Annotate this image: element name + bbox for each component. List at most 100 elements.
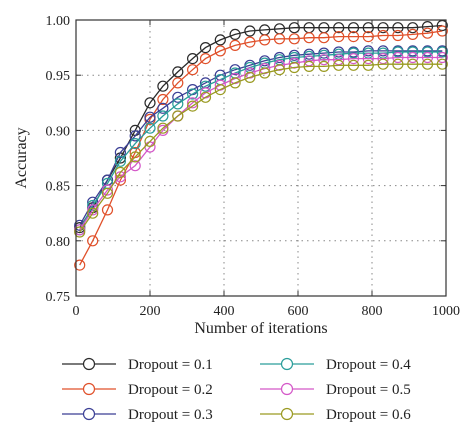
data-point <box>244 71 256 84</box>
data-point <box>199 41 212 54</box>
data-point <box>421 58 434 70</box>
data-point <box>101 187 114 199</box>
data-point <box>187 88 199 100</box>
x-axis: 0 200 400 600 800 1000 <box>73 20 460 319</box>
series-line <box>79 30 443 266</box>
data-point <box>157 122 169 134</box>
data-point <box>172 110 184 122</box>
data-point <box>172 91 184 103</box>
data-point <box>333 30 345 43</box>
series-4 <box>74 46 448 236</box>
data-point <box>229 28 241 41</box>
x-tick-label: 800 <box>362 304 383 319</box>
legend-label: Dropout = 0.4 <box>326 357 411 373</box>
data-point <box>273 33 286 45</box>
grid-lines <box>76 20 446 296</box>
data-point <box>318 32 330 44</box>
data-point <box>377 58 389 70</box>
data-point <box>101 204 114 216</box>
data-point <box>199 80 212 92</box>
x-axis-label: Number of iterations <box>194 320 327 337</box>
data-point <box>199 91 212 103</box>
data-point <box>362 22 374 34</box>
data-point <box>114 146 127 159</box>
data-point <box>407 51 419 64</box>
data-point <box>303 60 315 73</box>
data-point <box>157 102 169 114</box>
series-2 <box>74 25 448 271</box>
series-line <box>79 63 443 233</box>
series-line <box>79 50 443 226</box>
data-point <box>144 135 156 147</box>
data-point <box>288 61 300 74</box>
x-tick-label: 200 <box>140 304 161 319</box>
y-tick-label: 0.95 <box>46 69 71 84</box>
data-point <box>407 28 419 41</box>
data-point <box>318 60 330 73</box>
series-line <box>79 56 443 231</box>
legend-marker <box>82 407 96 421</box>
data-point <box>114 166 127 178</box>
data-point <box>421 27 434 39</box>
data-point <box>114 155 127 167</box>
data-point <box>229 39 241 52</box>
data-point <box>333 22 345 34</box>
data-point <box>362 52 374 65</box>
data-point <box>347 59 360 71</box>
series-6 <box>74 58 448 238</box>
data-point <box>144 111 156 123</box>
data-point <box>436 51 448 64</box>
data-point <box>259 67 271 79</box>
data-point <box>87 204 99 216</box>
data-point <box>392 29 404 42</box>
y-tick-label: 0.90 <box>46 124 71 139</box>
data-point <box>144 122 156 134</box>
data-point <box>436 25 448 37</box>
data-point <box>74 259 86 271</box>
legend-item: Dropout = 0.1 <box>62 357 213 373</box>
legend-item: Dropout = 0.6 <box>260 407 411 423</box>
data-point <box>87 207 99 219</box>
series-group <box>74 19 448 271</box>
data-point <box>259 34 271 46</box>
data-point <box>74 226 86 238</box>
data-point <box>172 77 184 89</box>
data-point <box>187 64 199 76</box>
data-point <box>288 33 300 45</box>
legend-marker <box>82 382 96 396</box>
legend-marker <box>82 357 96 371</box>
data-point <box>377 29 389 42</box>
data-point <box>187 100 199 112</box>
legend-label: Dropout = 0.6 <box>326 407 411 423</box>
y-tick-label: 0.75 <box>46 290 71 305</box>
data-point <box>392 58 404 70</box>
data-point <box>129 151 141 163</box>
legend-item: Dropout = 0.2 <box>62 382 213 398</box>
data-point <box>172 98 184 110</box>
data-point <box>347 52 360 65</box>
data-point <box>214 45 226 57</box>
plot-frame <box>75 19 447 297</box>
data-point <box>129 138 141 150</box>
data-point <box>157 110 169 122</box>
y-axis-label: Accuracy <box>13 127 30 188</box>
data-point <box>199 52 212 65</box>
data-point <box>229 64 241 76</box>
data-point <box>129 130 141 142</box>
data-point <box>377 22 389 34</box>
x-tick-label: 1000 <box>432 304 460 319</box>
x-tick-label: 0 <box>73 304 80 319</box>
data-point <box>101 184 114 196</box>
data-point <box>214 83 226 96</box>
legend-item: Dropout = 0.4 <box>260 357 411 373</box>
x-tick-label: 600 <box>288 304 309 319</box>
data-point <box>303 32 315 44</box>
data-point <box>392 22 404 34</box>
legend-item: Dropout = 0.3 <box>62 407 213 423</box>
data-point <box>214 34 226 46</box>
legend-label: Dropout = 0.2 <box>128 382 213 398</box>
data-point <box>407 22 419 34</box>
y-tick-label: 0.85 <box>46 180 71 195</box>
data-point <box>421 51 434 64</box>
